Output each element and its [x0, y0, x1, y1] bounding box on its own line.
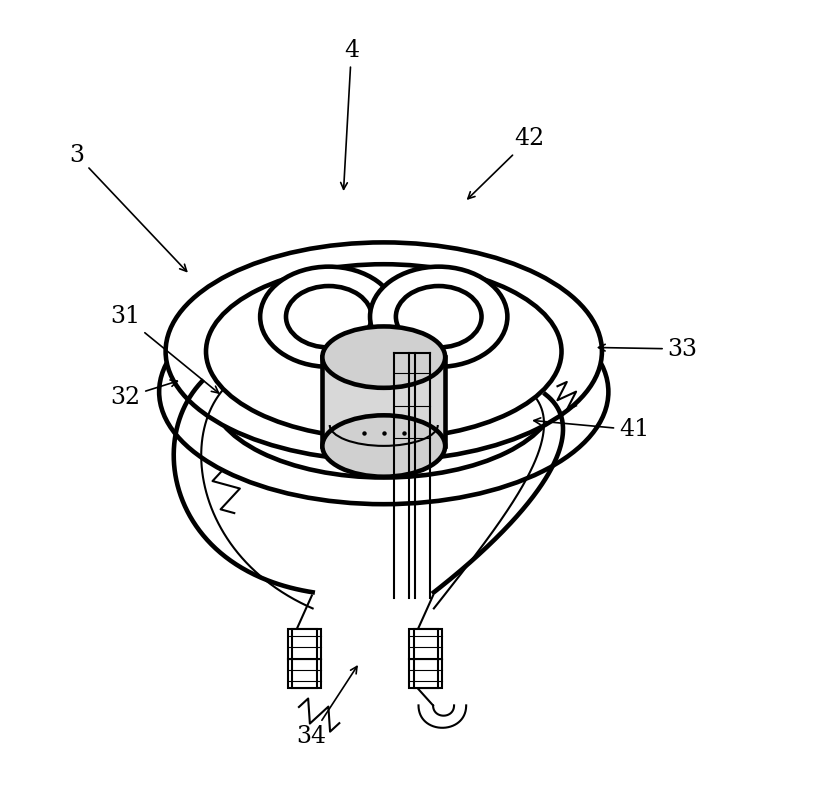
- Text: 32: 32: [110, 380, 177, 409]
- Text: 33: 33: [598, 338, 698, 360]
- Bar: [414, 629, 438, 688]
- Ellipse shape: [210, 306, 557, 478]
- Bar: [410, 629, 442, 688]
- Ellipse shape: [159, 280, 609, 504]
- Text: 4: 4: [340, 39, 359, 189]
- Text: 31: 31: [110, 305, 219, 393]
- Polygon shape: [322, 357, 446, 446]
- Text: 42: 42: [468, 128, 544, 199]
- Bar: [292, 629, 317, 688]
- Ellipse shape: [396, 286, 481, 347]
- Ellipse shape: [166, 242, 602, 461]
- Bar: [288, 629, 321, 688]
- Ellipse shape: [260, 267, 397, 367]
- Ellipse shape: [286, 286, 371, 347]
- Text: 41: 41: [534, 418, 650, 441]
- Ellipse shape: [206, 264, 561, 439]
- Ellipse shape: [322, 415, 446, 477]
- Ellipse shape: [370, 267, 508, 367]
- Text: 34: 34: [296, 667, 357, 748]
- Text: 3: 3: [69, 144, 187, 271]
- Ellipse shape: [322, 326, 446, 388]
